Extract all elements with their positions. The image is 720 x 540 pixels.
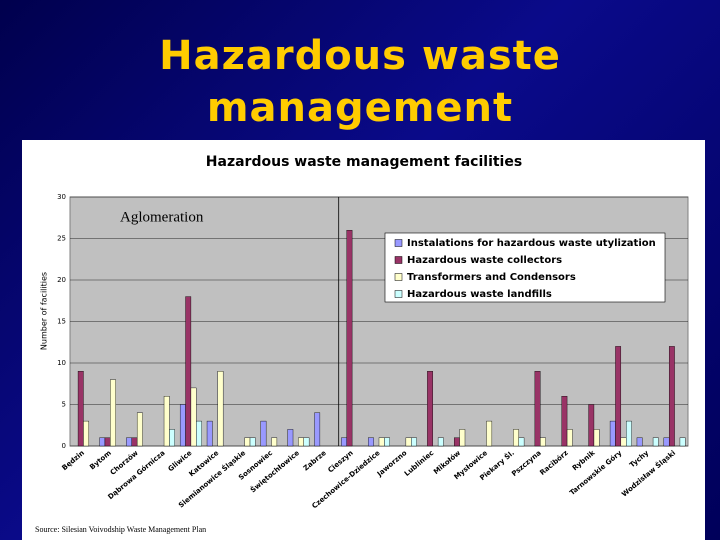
bar: [260, 420, 267, 447]
y-tick-label: 0: [62, 442, 66, 450]
bar: [378, 437, 385, 447]
y-axis-label: Number of facilities: [40, 272, 49, 350]
bar: [346, 229, 353, 447]
bar: [368, 437, 374, 447]
bar: [513, 429, 519, 447]
bar: [459, 429, 466, 447]
bar: [104, 437, 111, 447]
annotation: Aglomeration: [120, 209, 204, 225]
bar: [179, 404, 186, 447]
legend-swatch: [394, 256, 403, 264]
bar: [663, 437, 670, 447]
legend-swatch: [394, 239, 403, 247]
bar: [626, 420, 632, 447]
bar: [287, 429, 294, 447]
bar: [77, 371, 84, 447]
bar: [620, 437, 627, 447]
bar: [518, 437, 525, 447]
bar: [486, 420, 493, 447]
bar: [615, 346, 622, 447]
bar: [83, 420, 90, 447]
legend-box: [384, 232, 666, 303]
slide-title: Hazardous waste management: [159, 33, 561, 131]
bar: [271, 437, 278, 447]
chart-title: Hazardous waste management facilities: [206, 154, 522, 170]
bar: [244, 437, 251, 447]
y-tick-label: 25: [57, 235, 66, 243]
legend-label: Instalations for hazardous waste utyliza…: [407, 238, 656, 249]
legend-label: Transformers and Condensors: [407, 272, 576, 283]
y-tick-label: 30: [57, 193, 66, 201]
bar: [303, 437, 310, 447]
bar: [196, 420, 202, 447]
legend-label: Hazardous waste landfills: [407, 289, 552, 300]
bar: [131, 437, 138, 447]
bar: [163, 396, 170, 447]
bar: [314, 412, 321, 447]
bar: [411, 437, 417, 447]
bar: [298, 437, 304, 447]
bar: [588, 404, 595, 447]
legend-label: Hazardous waste collectors: [407, 255, 562, 266]
source-note: Source: Silesian Voivodship Waste Manage…: [35, 525, 206, 534]
bar: [136, 412, 143, 447]
bar: [561, 396, 568, 447]
bar: [668, 346, 675, 447]
y-tick-label: 10: [57, 359, 66, 367]
bar: [593, 429, 600, 447]
bar: [427, 371, 433, 447]
bar: [540, 437, 546, 447]
bar: [679, 437, 686, 447]
bar: [217, 371, 224, 447]
y-tick-label: 5: [62, 401, 66, 409]
bar: [405, 437, 412, 447]
y-tick-label: 20: [57, 276, 66, 284]
bar: [384, 437, 390, 447]
bar: [190, 387, 197, 447]
bar: [609, 420, 616, 447]
bar: [341, 437, 347, 447]
bar: [110, 379, 116, 447]
bar: [454, 437, 460, 447]
y-tick-label: 15: [57, 318, 66, 326]
bar: [99, 437, 106, 447]
bar: [126, 437, 132, 447]
legend-swatch: [394, 273, 403, 281]
bar: [206, 420, 213, 447]
legend-swatch: [394, 290, 403, 298]
bar: [249, 437, 256, 447]
bar: [534, 371, 541, 447]
bar: [566, 429, 573, 447]
bar: [652, 437, 659, 447]
bar: [636, 437, 643, 447]
bar: [185, 296, 192, 447]
bar: [169, 429, 175, 447]
bar: [437, 437, 444, 447]
